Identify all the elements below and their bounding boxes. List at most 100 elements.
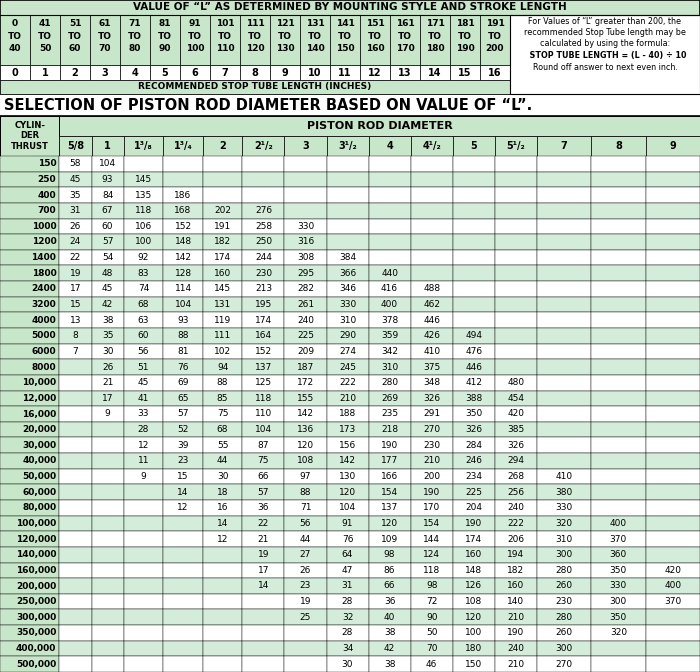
Text: 1³/₄: 1³/₄ — [174, 141, 192, 151]
Bar — [163, 610, 203, 625]
Text: 280: 280 — [555, 613, 573, 622]
Bar — [645, 422, 700, 437]
Bar — [411, 281, 453, 297]
Text: 6000: 6000 — [32, 347, 57, 356]
Text: 476: 476 — [465, 347, 482, 356]
Text: 27: 27 — [300, 550, 312, 559]
Text: 7: 7 — [222, 67, 228, 77]
Bar — [284, 375, 326, 390]
Bar — [163, 469, 203, 485]
Bar — [495, 328, 537, 343]
Text: 22: 22 — [70, 253, 81, 262]
Bar — [537, 562, 592, 578]
Bar — [0, 375, 60, 390]
Bar — [124, 297, 163, 312]
Bar — [537, 437, 592, 453]
Bar — [369, 218, 411, 234]
Text: 145: 145 — [135, 175, 152, 184]
Bar — [645, 312, 700, 328]
Text: 274: 274 — [339, 347, 356, 356]
Text: 126: 126 — [465, 581, 482, 591]
Text: 412: 412 — [466, 378, 482, 387]
Bar — [0, 15, 30, 65]
Bar — [592, 547, 645, 562]
Bar — [592, 437, 645, 453]
Text: 160: 160 — [507, 581, 524, 591]
Text: 69: 69 — [177, 378, 189, 387]
Bar — [537, 171, 592, 187]
Bar — [284, 234, 326, 250]
Text: 16: 16 — [489, 67, 502, 77]
Text: 5¹/₂: 5¹/₂ — [506, 141, 525, 151]
Text: 13: 13 — [398, 67, 412, 77]
Text: TO: TO — [428, 32, 442, 41]
Text: TO: TO — [38, 32, 52, 41]
Bar — [92, 610, 124, 625]
Bar — [203, 437, 242, 453]
Bar — [203, 171, 242, 187]
Bar — [453, 453, 495, 469]
Text: 26: 26 — [70, 222, 81, 231]
Text: 160,000: 160,000 — [16, 566, 57, 575]
Bar — [411, 625, 453, 640]
Text: 130: 130 — [339, 472, 356, 481]
Text: 87: 87 — [258, 441, 270, 450]
Bar — [495, 250, 537, 265]
Bar — [242, 136, 284, 156]
Bar — [411, 610, 453, 625]
Bar — [537, 265, 592, 281]
Text: 38: 38 — [102, 316, 113, 325]
Text: 81: 81 — [177, 347, 189, 356]
Bar — [592, 610, 645, 625]
Text: 3¹/₂: 3¹/₂ — [338, 141, 357, 151]
Bar — [369, 485, 411, 500]
Bar — [90, 15, 120, 65]
Bar — [537, 390, 592, 406]
Bar — [537, 328, 592, 343]
Bar — [495, 156, 537, 171]
Bar — [300, 65, 330, 80]
Bar — [163, 390, 203, 406]
Bar — [92, 625, 124, 640]
Bar — [453, 187, 495, 203]
Text: 269: 269 — [381, 394, 398, 403]
Bar — [330, 65, 360, 80]
Bar — [645, 281, 700, 297]
Bar — [592, 485, 645, 500]
Text: 41: 41 — [38, 19, 51, 28]
Bar — [592, 453, 645, 469]
Text: TO: TO — [368, 32, 382, 41]
Text: 170: 170 — [395, 44, 414, 53]
Bar — [124, 312, 163, 328]
Bar — [326, 469, 369, 485]
Bar — [163, 218, 203, 234]
Bar — [326, 437, 369, 453]
Text: 12: 12 — [138, 441, 149, 450]
Bar — [411, 485, 453, 500]
Text: calculated by using the formula:: calculated by using the formula: — [540, 40, 670, 48]
Bar — [92, 578, 124, 594]
Bar — [242, 297, 284, 312]
Bar — [124, 360, 163, 375]
Text: 9: 9 — [281, 67, 288, 77]
Bar — [645, 218, 700, 234]
Text: 17: 17 — [258, 566, 270, 575]
Bar — [60, 187, 92, 203]
Bar — [92, 657, 124, 672]
Bar — [411, 250, 453, 265]
Bar — [537, 375, 592, 390]
Bar — [369, 375, 411, 390]
Bar — [645, 657, 700, 672]
Bar — [326, 640, 369, 657]
Bar — [163, 187, 203, 203]
Bar — [242, 578, 284, 594]
Bar — [326, 136, 369, 156]
Text: RECOMMENDED STOP TUBE LENGTH (INCHES): RECOMMENDED STOP TUBE LENGTH (INCHES) — [139, 83, 372, 91]
Bar — [284, 136, 326, 156]
Bar — [369, 136, 411, 156]
Bar — [284, 390, 326, 406]
Text: 270: 270 — [555, 660, 573, 669]
Bar — [203, 203, 242, 218]
Bar — [369, 594, 411, 610]
Bar — [124, 234, 163, 250]
